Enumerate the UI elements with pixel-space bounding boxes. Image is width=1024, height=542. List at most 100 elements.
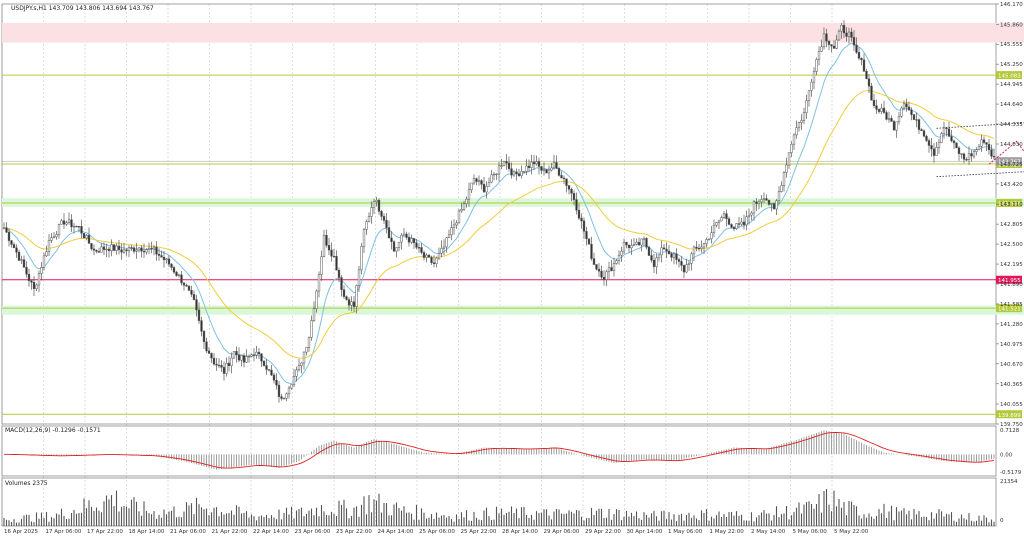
candle-body (823, 34, 825, 47)
candle-body (836, 40, 838, 48)
candle-body (406, 234, 408, 237)
macd-tick-label: -0.5179 (1000, 470, 1022, 476)
candle-body (356, 286, 358, 307)
candle-body (11, 241, 13, 245)
candle-body (986, 143, 988, 145)
candle-body (586, 231, 588, 238)
candle-body (198, 310, 200, 321)
candle-body (971, 154, 973, 156)
candle-body (263, 361, 265, 365)
candle-body (748, 215, 750, 217)
candle-body (596, 264, 598, 269)
candle-body (951, 136, 953, 140)
candle-body (723, 214, 725, 218)
candle-body (591, 244, 593, 258)
candle-body (713, 225, 715, 233)
candle-body (758, 202, 760, 204)
candle-body (383, 216, 385, 220)
candle-body (216, 364, 218, 365)
candle-body (316, 291, 318, 309)
candle-body (543, 170, 545, 171)
candle-body (106, 249, 108, 250)
candle-body (306, 347, 308, 352)
candle-body (866, 71, 868, 79)
time-label: 18 Apr 14:00 (129, 529, 165, 535)
candle-body (531, 162, 533, 168)
candle-body (816, 59, 818, 71)
candle-body (21, 260, 23, 261)
candle-body (61, 221, 63, 225)
candle-body (131, 248, 133, 249)
candle-body (98, 251, 100, 252)
candle-body (668, 251, 670, 254)
candle-body (811, 82, 813, 90)
candle-body (646, 238, 648, 247)
candle-body (783, 172, 785, 185)
candle-body (188, 286, 190, 290)
candle-body (486, 186, 488, 192)
candle-body (453, 225, 455, 228)
price-tick-label: 144.335 (1000, 122, 1023, 128)
candle-body (298, 366, 300, 370)
candle-body (766, 199, 768, 201)
candle-body (361, 246, 363, 269)
candle-body (988, 144, 990, 150)
candle-body (226, 363, 228, 373)
candle-body (473, 179, 475, 183)
candle-body (498, 166, 500, 174)
candle-body (171, 264, 173, 267)
candle-body (331, 250, 333, 256)
candle-body (818, 51, 820, 59)
candle-body (508, 163, 510, 169)
time-label: 1 May 06:00 (668, 529, 703, 535)
candle-body (691, 254, 693, 263)
candle-body (733, 227, 735, 228)
macd-tick-label: 0.00 (1000, 452, 1013, 458)
candle-body (326, 235, 328, 245)
price-tick-label: 140.055 (1000, 402, 1023, 408)
candle-body (418, 247, 420, 248)
candle-body (221, 365, 223, 367)
candle-body (293, 376, 295, 384)
candle-body (858, 52, 860, 58)
candle-body (218, 365, 220, 366)
candle-body (291, 384, 293, 388)
candle-body (91, 243, 93, 248)
candle-body (608, 268, 610, 272)
candle-body (471, 183, 473, 190)
price-tick-label: 142.805 (1000, 222, 1023, 228)
macd-tick-label: 0.7128 (1000, 428, 1020, 434)
time-label: 2 May 14:00 (751, 529, 786, 535)
candle-body (241, 356, 243, 361)
candle-body (206, 342, 208, 351)
candle-body (926, 136, 928, 140)
price-tick-label: 145.555 (1000, 42, 1023, 48)
candle-body (178, 275, 180, 276)
candle-body (376, 200, 378, 201)
candle-body (283, 398, 285, 399)
candle-body (66, 223, 68, 224)
candle-body (953, 141, 955, 143)
candle-body (721, 218, 723, 221)
candle-body (153, 247, 155, 249)
candle-body (848, 32, 850, 36)
candle-body (43, 256, 45, 268)
candle-body (793, 135, 795, 144)
candle-body (501, 166, 503, 167)
candle-body (433, 263, 435, 264)
candle-body (151, 248, 153, 249)
price-tick-label: 143.110 (1000, 202, 1023, 208)
candle-body (136, 250, 138, 251)
candle-body (751, 213, 753, 215)
candle-body (201, 321, 203, 332)
candle-body (311, 321, 313, 338)
candle-body (228, 363, 230, 366)
candle-body (846, 33, 848, 36)
candle-body (761, 199, 763, 201)
candle-body (268, 369, 270, 370)
candle-body (73, 226, 75, 227)
candle-body (626, 242, 628, 245)
candle-body (426, 255, 428, 257)
